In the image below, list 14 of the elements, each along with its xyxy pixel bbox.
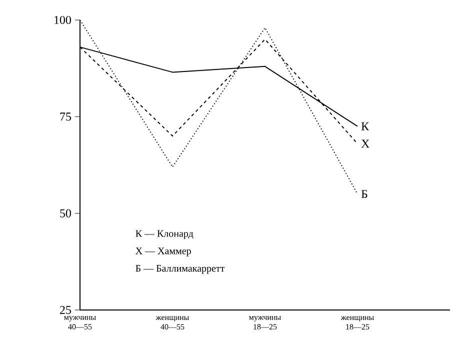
x-tick-label: мужчины 40—55 [64,316,96,330]
x-tick-label: женщины 18—25 [340,316,374,330]
y-tick-label: 100 [54,16,72,24]
x-tick-label: женщины 40—55 [156,316,189,330]
series-label: Б [361,190,368,198]
y-tick-label: 50 [60,209,72,218]
annotation: Х — Хаммер [136,248,191,256]
x-tick-label: мужчины 18—25 [249,316,281,330]
series-label: К [361,122,370,130]
annotation: К — Клонард [136,230,194,239]
y-tick-label: 25 [60,306,72,314]
annotation: Б — Баллимакарретт [136,265,225,274]
series-label: Х [361,140,370,148]
y-tick-label: 75 [60,112,72,121]
